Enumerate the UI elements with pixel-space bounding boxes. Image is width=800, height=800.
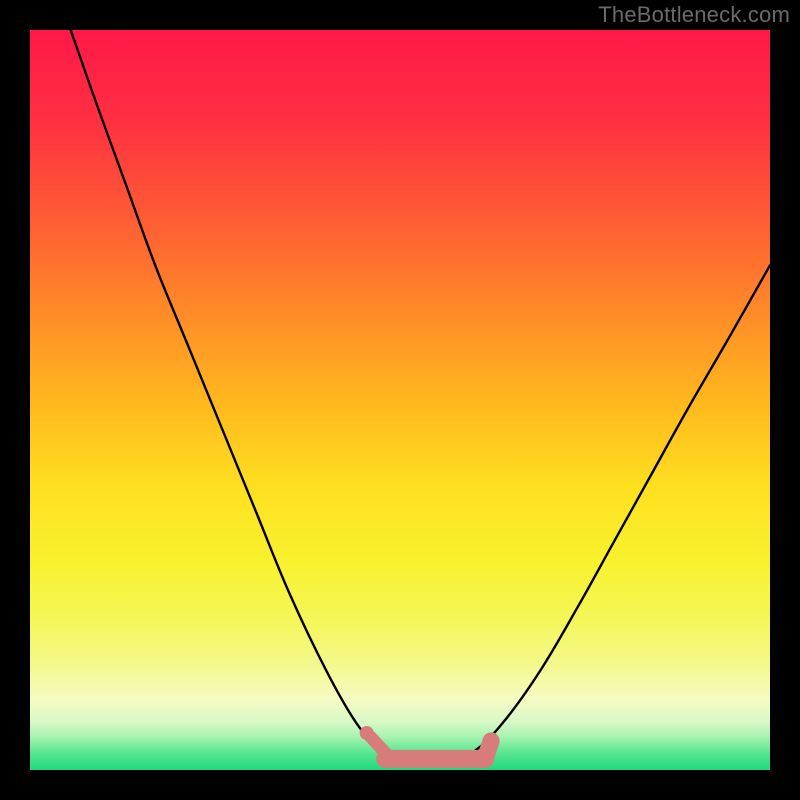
plot-background-gradient <box>30 30 770 770</box>
watermark-text: TheBottleneck.com <box>598 2 790 28</box>
bottleneck-chart <box>0 0 800 800</box>
optimal-band-right-tip <box>485 741 491 759</box>
chart-stage: TheBottleneck.com <box>0 0 800 800</box>
